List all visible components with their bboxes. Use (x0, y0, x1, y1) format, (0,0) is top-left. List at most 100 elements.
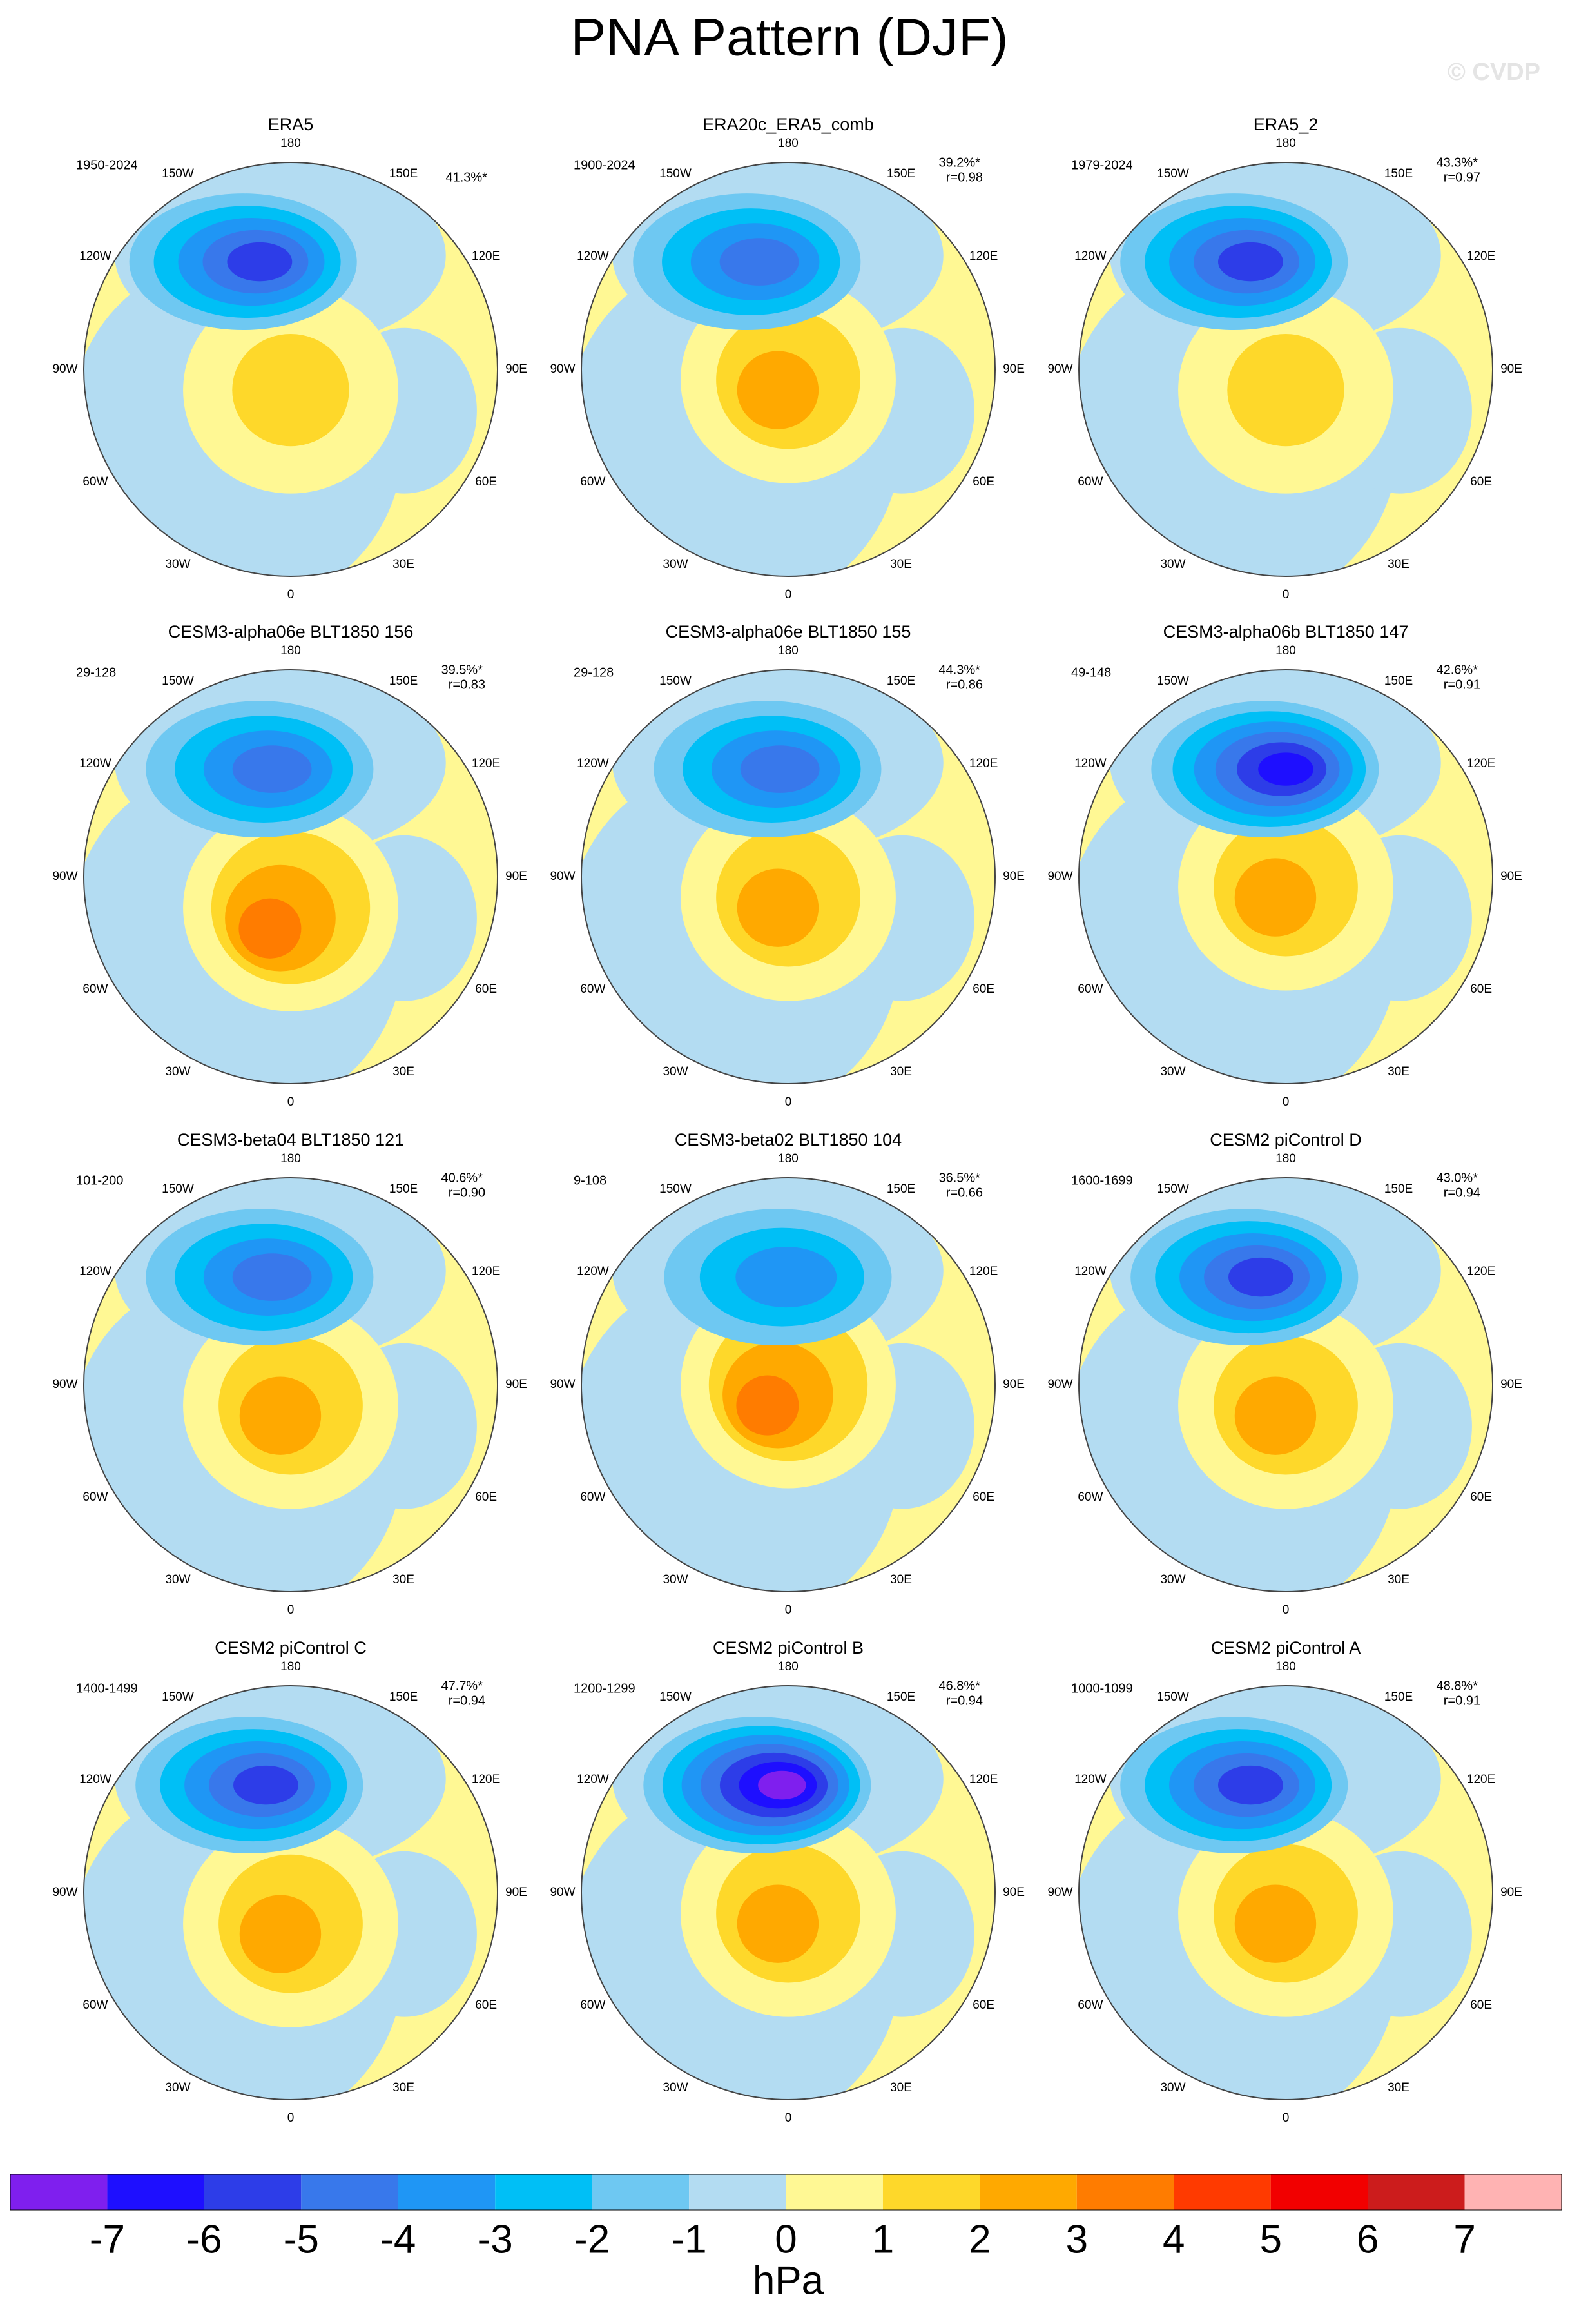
map-outline (83, 1685, 498, 2100)
longitude-label: 150E (389, 674, 418, 688)
panel-period: 1950-2024 (76, 158, 138, 172)
map-outline (1078, 669, 1493, 1084)
map-field (1079, 670, 1493, 1084)
field-pos (736, 1375, 799, 1436)
longitude-label: 30W (1160, 1065, 1185, 1079)
longitude-label: 90E (1003, 870, 1025, 883)
map-field (1079, 162, 1493, 576)
longitude-label: 30E (1388, 1065, 1409, 1079)
map-panel: CESM3-beta04 BLT1850 121 101-200 40.6%*r=0… (52, 1130, 527, 1617)
map-panel: CESM3-alpha06b BLT1850 147 49-148 42.6%*r=… (1047, 622, 1522, 1109)
longitude-label: 0 (1283, 2111, 1290, 2125)
field-neg (758, 1770, 806, 1800)
longitude-label: 150E (1384, 1182, 1413, 1196)
longitude-label: 30W (663, 2081, 688, 2095)
field-pos (737, 351, 819, 429)
colorbar-label: 7 (1453, 2217, 1475, 2261)
map-field (581, 670, 995, 1084)
longitude-label: 60W (82, 1490, 108, 1504)
longitude-label: 180 (778, 644, 799, 658)
panel-period: 1200-1299 (574, 1681, 635, 1695)
longitude-label: 120W (79, 1265, 111, 1278)
panel-r: r=0.91 (1444, 1694, 1480, 1708)
colorbar-frame (10, 2174, 1562, 2211)
field-neg (232, 745, 312, 793)
field-pos (1234, 1884, 1317, 1963)
longitude-label: 120W (577, 1265, 609, 1278)
longitude-label: 30E (1388, 1573, 1409, 1587)
longitude-label: 30W (1160, 1573, 1185, 1587)
colorbar-label: 6 (1357, 2217, 1379, 2261)
longitude-label: 30E (392, 2081, 414, 2095)
map-outline (1078, 1177, 1493, 1592)
longitude-label: 0 (1283, 1095, 1290, 1109)
panel-title: ERA5 (268, 115, 314, 134)
colorbar-box (1368, 2174, 1465, 2210)
panel-r: r=0.83 (449, 678, 485, 692)
colorbar-box (495, 2174, 592, 2210)
panel-r: r=0.91 (1444, 678, 1480, 692)
longitude-label: 120E (1467, 1265, 1495, 1278)
longitude-label: 150E (1384, 167, 1413, 181)
longitude-label: 60E (1470, 1490, 1492, 1504)
longitude-label: 150W (1157, 1690, 1189, 1704)
longitude-label: 90E (505, 870, 527, 883)
colorbar-label: -3 (478, 2217, 513, 2261)
longitude-label: 60E (475, 982, 497, 996)
longitude-label: 0 (785, 2111, 792, 2125)
longitude-label: 120W (79, 1773, 111, 1786)
panel-r: r=0.94 (946, 1694, 983, 1708)
colorbar-label: 4 (1163, 2217, 1185, 2261)
longitude-label: 150W (162, 1690, 194, 1704)
panel-title: CESM2 piControl A (1211, 1638, 1361, 1657)
longitude-label: 120E (472, 1265, 500, 1278)
longitude-label: 90E (505, 1378, 527, 1391)
longitude-label: 60E (973, 1998, 994, 2012)
longitude-label: 90E (1003, 1886, 1025, 1899)
panel-pct: 47.7%* (441, 1679, 483, 1693)
longitude-label: 60E (1470, 475, 1492, 489)
longitude-label: 120W (577, 757, 609, 770)
field-neg (735, 1247, 837, 1308)
colorbar-box (398, 2174, 496, 2210)
longitude-label: 120W (577, 1773, 609, 1786)
map-panel: CESM2 piControl B 1200-1299 46.8%*r=0.94 18… (550, 1638, 1025, 2125)
map-panel: CESM2 piControl C 1400-1499 47.7%*r=0.94 18… (52, 1638, 527, 2125)
map-panel: CESM2 piControl D 1600-1699 43.0%*r=0.94 18… (1047, 1130, 1522, 1617)
map-outline (83, 669, 498, 1084)
longitude-label: 30E (890, 1065, 912, 1079)
colorbar-label: 1 (872, 2217, 894, 2261)
longitude-label: 150E (887, 167, 915, 181)
panel-pct: 39.5%* (441, 663, 483, 677)
figure-title: PNA Pattern (DJF) (571, 8, 1009, 67)
colorbar-box (107, 2174, 204, 2210)
panel-pct: 42.6%* (1437, 663, 1478, 677)
longitude-label: 150W (659, 167, 692, 181)
longitude-label: 30E (392, 1065, 414, 1079)
longitude-label: 180 (280, 644, 301, 658)
map-outline (581, 1685, 996, 2100)
colorbar-box (1464, 2174, 1562, 2210)
longitude-label: 30W (663, 1065, 688, 1079)
longitude-label: 120W (1074, 1265, 1107, 1278)
map-outline (581, 1177, 996, 1592)
panel-period: 1600-1699 (1071, 1173, 1133, 1187)
longitude-label: 0 (1283, 588, 1290, 601)
panel-pct: 46.8%* (939, 1679, 981, 1693)
panel-title: CESM3-beta02 BLT1850 104 (675, 1130, 902, 1149)
longitude-label: 30W (165, 2081, 190, 2095)
longitude-label: 180 (280, 1660, 301, 1674)
longitude-label: 120E (472, 249, 500, 263)
panel-period: 9-108 (574, 1173, 606, 1187)
field-neg (1258, 752, 1313, 786)
map-panel: CESM3-alpha06e BLT1850 156 29-128 39.5%*r=… (52, 622, 527, 1109)
longitude-label: 90W (550, 870, 575, 883)
field-pos (239, 1895, 322, 1973)
map-field (581, 1686, 995, 2100)
longitude-label: 60E (973, 982, 994, 996)
longitude-label: 60W (1078, 1490, 1103, 1504)
longitude-label: 0 (785, 1095, 792, 1109)
longitude-label: 90W (52, 1886, 77, 1899)
map-field (84, 1178, 498, 1592)
